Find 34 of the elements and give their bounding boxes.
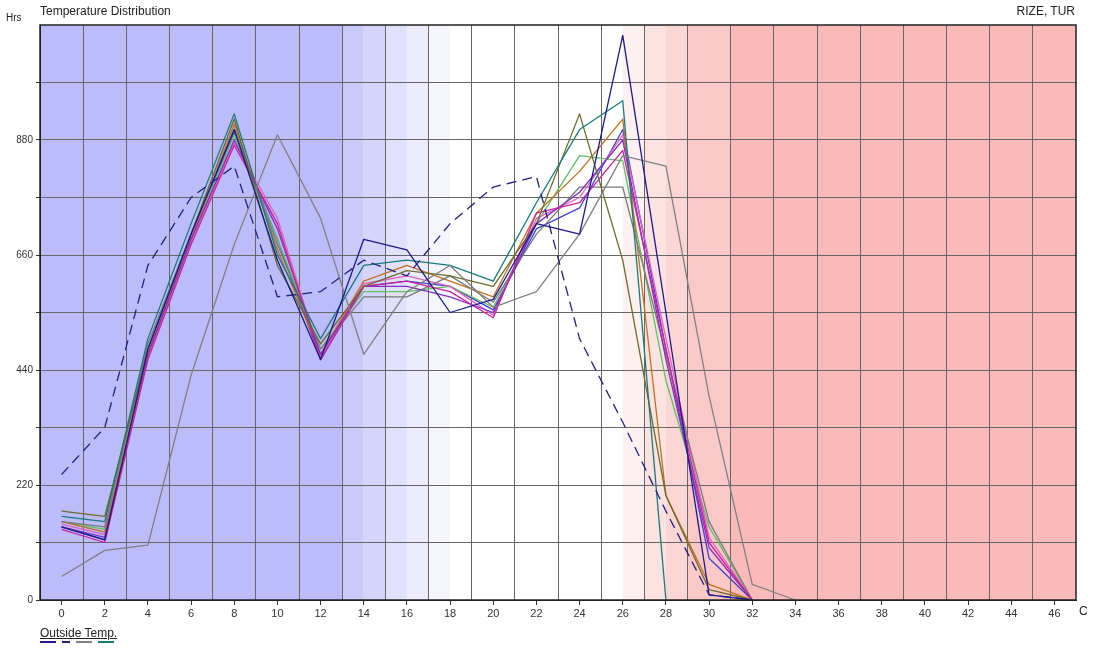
x-tick-label: 2 <box>101 606 108 619</box>
x-tick-label: 8 <box>231 606 238 619</box>
y-tick-label: 440 <box>16 363 34 375</box>
y-tick-label: 660 <box>16 248 34 260</box>
x-tick-label: 46 <box>1048 606 1061 619</box>
x-tick-label: 16 <box>400 606 414 619</box>
x-tick-label: 10 <box>271 606 284 619</box>
y-axis-title: Hrs <box>6 12 22 23</box>
x-tick-label: 14 <box>357 606 370 619</box>
x-tick-label: 26 <box>616 606 629 619</box>
x-tick-label: 0 <box>58 606 65 619</box>
y-tick-label: 220 <box>16 478 34 490</box>
x-tick-label: 30 <box>702 606 716 619</box>
x-tick-label: 44 <box>1005 606 1018 619</box>
x-tick-label: 36 <box>832 606 845 619</box>
x-axis-title: C <box>1079 604 1088 619</box>
x-tick-label: 24 <box>573 606 586 619</box>
x-tick-label: 42 <box>961 606 975 619</box>
x-tick-label: 34 <box>789 606 802 619</box>
x-tick-label: 38 <box>875 606 888 619</box>
x-tick-label: 12 <box>314 606 327 619</box>
y-tick-label: 880 <box>16 133 34 145</box>
y-tick-label: 0 <box>27 593 34 605</box>
x-tick-label: 20 <box>487 606 500 619</box>
x-tick-label: 28 <box>659 606 673 619</box>
x-tick-label: 4 <box>144 606 151 619</box>
chart-title: Temperature Distribution <box>40 4 171 18</box>
text: RIZE, TUR <box>1016 4 1075 18</box>
x-tick-label: 32 <box>746 606 759 619</box>
x-tick-label: 18 <box>443 606 457 619</box>
legend-title: Outside Temp. <box>40 626 118 640</box>
x-tick-label: 6 <box>188 606 195 619</box>
x-tick-label: 40 <box>918 606 932 619</box>
x-tick-label: 22 <box>530 606 543 619</box>
